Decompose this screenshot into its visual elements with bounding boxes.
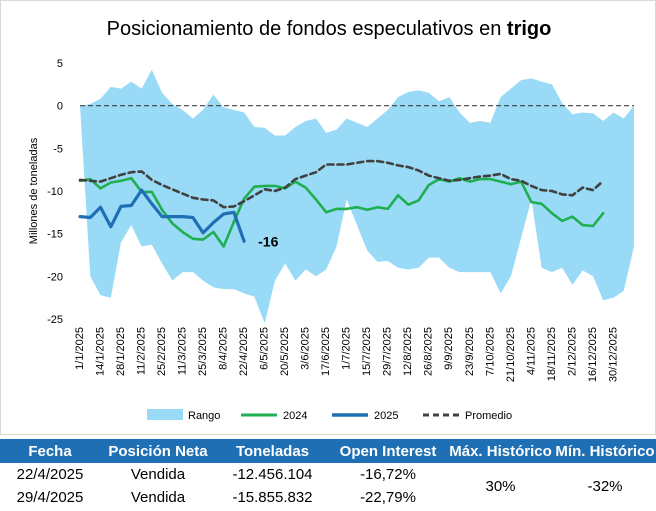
x-tick-label: 1/7/2025 bbox=[341, 327, 353, 370]
x-tick-label: 22/4/2025 bbox=[238, 327, 250, 376]
chart-title-bold: trigo bbox=[507, 18, 551, 40]
y-axis-label: Millones de toneladas bbox=[28, 137, 40, 244]
x-tick-label: 2/12/2025 bbox=[566, 327, 578, 376]
header-toneladas: Toneladas bbox=[216, 439, 329, 463]
y-tick-label: -15 bbox=[47, 229, 63, 241]
chart-title-text: Posicionamiento de fondos especulativos … bbox=[107, 18, 507, 40]
header-min-historico: Mín. Histórico bbox=[554, 439, 656, 463]
x-tick-label: 18/11/2025 bbox=[546, 327, 558, 381]
x-tick-label: 28/1/2025 bbox=[115, 327, 127, 376]
y-tick-label: -20 bbox=[47, 271, 63, 283]
header-open-interest: Open Interest bbox=[329, 439, 447, 463]
y-tick-label: 0 bbox=[57, 101, 63, 113]
x-tick-label: 30/12/2025 bbox=[607, 327, 619, 382]
x-tick-label: 1/1/2025 bbox=[74, 327, 86, 370]
x-tick-label: 4/11/2025 bbox=[525, 327, 537, 375]
x-tick-label: 17/6/2025 bbox=[320, 327, 332, 376]
x-tick-label: 26/8/2025 bbox=[423, 327, 435, 376]
x-tick-label: 16/12/2025 bbox=[587, 327, 599, 382]
header-max-historico: Máx. Histórico bbox=[447, 439, 554, 463]
chart-container: Posicionamiento de fondos especulativos … bbox=[0, 0, 656, 435]
table-row: 22/4/2025 Vendida -12.456.104 -16,72% 30… bbox=[0, 463, 656, 495]
cell-open-interest: -22,79% bbox=[360, 489, 416, 506]
cell-max-historico: 30% bbox=[485, 477, 516, 495]
x-tick-label: 11/3/2025 bbox=[176, 327, 188, 375]
y-tick-label: -10 bbox=[47, 186, 63, 198]
legend-rango-label: Rango bbox=[188, 410, 220, 422]
x-tick-label: 7/10/2025 bbox=[484, 327, 496, 376]
legend-promedio-label: Promedio bbox=[465, 410, 512, 422]
x-tick-label: 29/7/2025 bbox=[382, 327, 394, 376]
legend-2025-label: 2025 bbox=[374, 410, 398, 422]
position-table: Fecha Posición Neta Toneladas Open Inter… bbox=[0, 439, 656, 509]
y-tick-label: -5 bbox=[53, 143, 63, 155]
x-tick-label: 25/2/2025 bbox=[156, 327, 168, 376]
cell-fecha: 29/4/2025 bbox=[16, 489, 84, 506]
x-tick-label: 15/7/2025 bbox=[361, 327, 373, 376]
y-tick-label: 5 bbox=[57, 58, 63, 70]
series-promedio-line bbox=[78, 159, 605, 209]
cell-min-historico: -32% bbox=[587, 477, 623, 495]
header-posicion-neta: Posición Neta bbox=[100, 439, 216, 463]
cell-open-interest: -16,72% bbox=[360, 466, 416, 483]
x-tick-label: 11/2/2025 bbox=[135, 327, 147, 375]
x-tick-label: 3/6/2025 bbox=[300, 327, 312, 370]
series-2025-line bbox=[78, 188, 246, 243]
y-tick-label: -25 bbox=[47, 314, 63, 326]
legend-rango-swatch bbox=[147, 409, 183, 420]
x-tick-label: 20/5/2025 bbox=[279, 327, 291, 376]
cell-posicion: Vendida bbox=[130, 489, 186, 506]
x-tick-label: 23/9/2025 bbox=[464, 327, 476, 376]
x-tick-label: 6/5/2025 bbox=[259, 327, 271, 370]
x-tick-label: 25/3/2025 bbox=[197, 327, 209, 376]
chart-svg: Posicionamiento de fondos especulativos … bbox=[28, 18, 634, 422]
cell-posicion: Vendida bbox=[130, 466, 186, 483]
cell-fecha: 22/4/2025 bbox=[16, 466, 84, 483]
cell-toneladas: -12.456.104 bbox=[232, 466, 313, 483]
x-tick-label: 14/1/2025 bbox=[94, 327, 106, 376]
x-tick-label: 21/10/2025 bbox=[505, 327, 517, 382]
cell-toneladas: -15.855.832 bbox=[232, 489, 313, 506]
table-row: 29/4/2025 Vendida -15.855.832 -22,79% bbox=[0, 486, 656, 509]
header-fecha: Fecha bbox=[0, 439, 100, 463]
x-tick-label: 9/9/2025 bbox=[443, 327, 455, 370]
x-tick-label: 12/8/2025 bbox=[402, 327, 414, 376]
annotation-label: -16 bbox=[258, 233, 278, 249]
range-band bbox=[80, 69, 634, 324]
x-tick-label: 8/4/2025 bbox=[218, 327, 230, 370]
table-header-row: Fecha Posición Neta Toneladas Open Inter… bbox=[0, 439, 656, 463]
chart-title: Posicionamiento de fondos especulativos … bbox=[107, 18, 552, 40]
legend-2024-label: 2024 bbox=[283, 410, 307, 422]
